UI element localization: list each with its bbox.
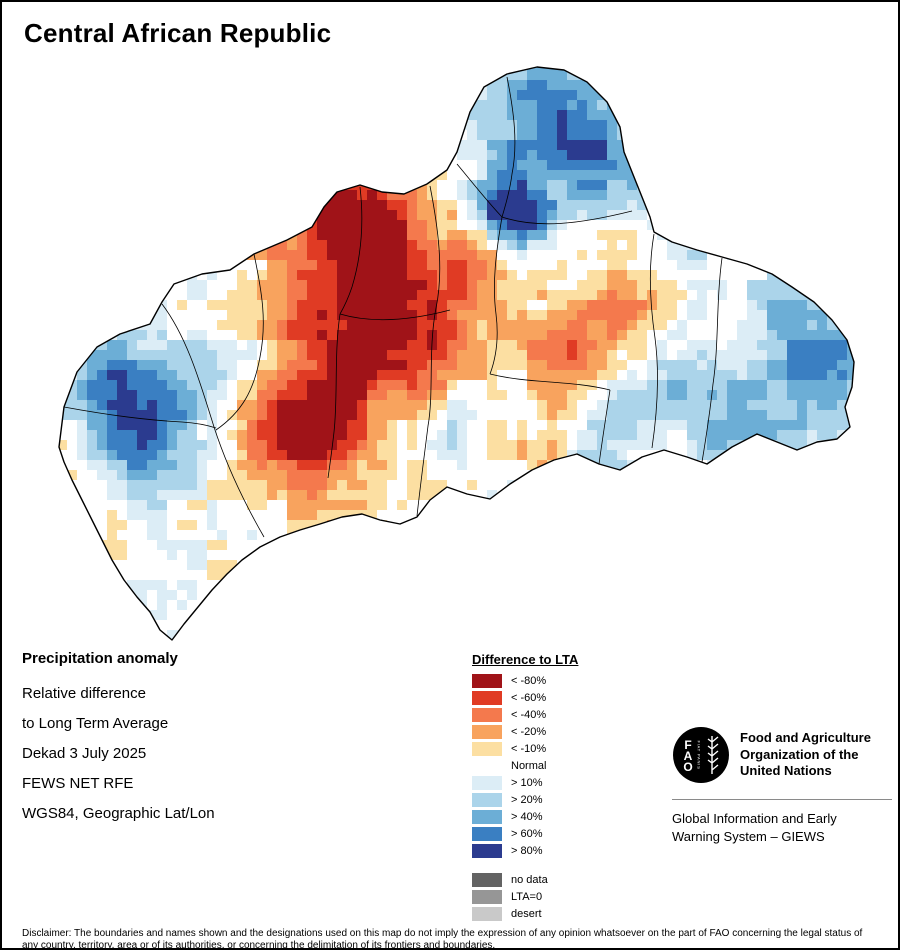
legend-label: < -20% — [511, 726, 547, 738]
legend-gap — [472, 861, 662, 873]
legend-label: > 80% — [511, 845, 543, 857]
fao-block: F A O FIAT PANIS Food and Agriculture Or… — [672, 726, 892, 846]
legend-row: > 60% — [472, 827, 662, 841]
legend-swatch — [472, 691, 502, 705]
legend-row: < -60% — [472, 691, 662, 705]
info-line: to Long Term Average — [22, 715, 169, 732]
disclaimer-text: Disclaimer: The boundaries and names sho… — [22, 928, 863, 951]
legend-swatch — [472, 708, 502, 722]
wheat-ear-icon — [707, 736, 719, 774]
legend-swatch — [472, 759, 502, 773]
legend-label: > 40% — [511, 811, 543, 823]
legend-row: desert — [472, 907, 662, 921]
legend-row: < -20% — [472, 725, 662, 739]
legend-label: > 20% — [511, 794, 543, 806]
legend-row: < -10% — [472, 742, 662, 756]
giews-label: Global Information and Early Warning Sys… — [672, 811, 837, 845]
legend-row: Normal — [472, 759, 662, 773]
map-canvas — [2, 2, 900, 662]
legend-row: > 10% — [472, 776, 662, 790]
legend-title: Difference to LTA — [472, 652, 579, 667]
fao-logo-letter: O — [683, 760, 692, 774]
legend-row: < -80% — [472, 674, 662, 688]
divider — [672, 799, 892, 800]
legend-label: LTA=0 — [511, 891, 543, 903]
legend-swatch — [472, 844, 502, 858]
precipitation-anomaly-map — [58, 66, 855, 641]
legend-label: < -10% — [511, 743, 547, 755]
legend-label: < -80% — [511, 675, 547, 687]
legend-swatch — [472, 793, 502, 807]
legend-row: > 80% — [472, 844, 662, 858]
legend-swatch — [472, 810, 502, 824]
fao-logo-letter: A — [684, 749, 693, 763]
legend-label: no data — [511, 874, 548, 886]
legend-swatch — [472, 742, 502, 756]
legend-label: < -40% — [511, 709, 547, 721]
fao-logo-icon: F A O FIAT PANIS — [673, 727, 729, 783]
legend-label: > 60% — [511, 828, 543, 840]
legend-swatch — [472, 890, 502, 904]
country-outline — [58, 66, 855, 641]
legend-row: no data — [472, 873, 662, 887]
legend-label: < -60% — [511, 692, 547, 704]
fao-org-name: Food and Agriculture Organization of the… — [740, 729, 871, 779]
map-info-block: Precipitation anomaly Relative differenc… — [22, 650, 352, 835]
info-line: Dekad 3 July 2025 — [22, 745, 147, 762]
legend-row: > 20% — [472, 793, 662, 807]
legend-row: > 40% — [472, 810, 662, 824]
legend-label: > 10% — [511, 777, 543, 789]
page-title: Central African Republic — [24, 18, 332, 48]
legend-swatch — [472, 776, 502, 790]
fao-logo-letter: F — [684, 738, 691, 752]
fao-logo-motto: FIAT PANIS — [697, 740, 702, 769]
info-line: Relative difference — [22, 685, 146, 702]
admin-boundaries — [63, 76, 723, 538]
legend-swatch — [472, 907, 502, 921]
legend-swatch — [472, 827, 502, 841]
info-heading: Precipitation anomaly — [22, 650, 178, 667]
legend-row: < -40% — [472, 708, 662, 722]
legend-swatch — [472, 725, 502, 739]
legend: Difference to LTA < -80% < -60% < -40% <… — [472, 652, 662, 924]
legend-swatch — [472, 873, 502, 887]
legend-row: LTA=0 — [472, 890, 662, 904]
legend-label: desert — [511, 908, 542, 920]
legend-label: Normal — [511, 760, 547, 772]
info-line: WGS84, Geographic Lat/Lon — [22, 805, 215, 822]
info-line: FEWS NET RFE — [22, 775, 134, 792]
legend-swatch — [472, 674, 502, 688]
